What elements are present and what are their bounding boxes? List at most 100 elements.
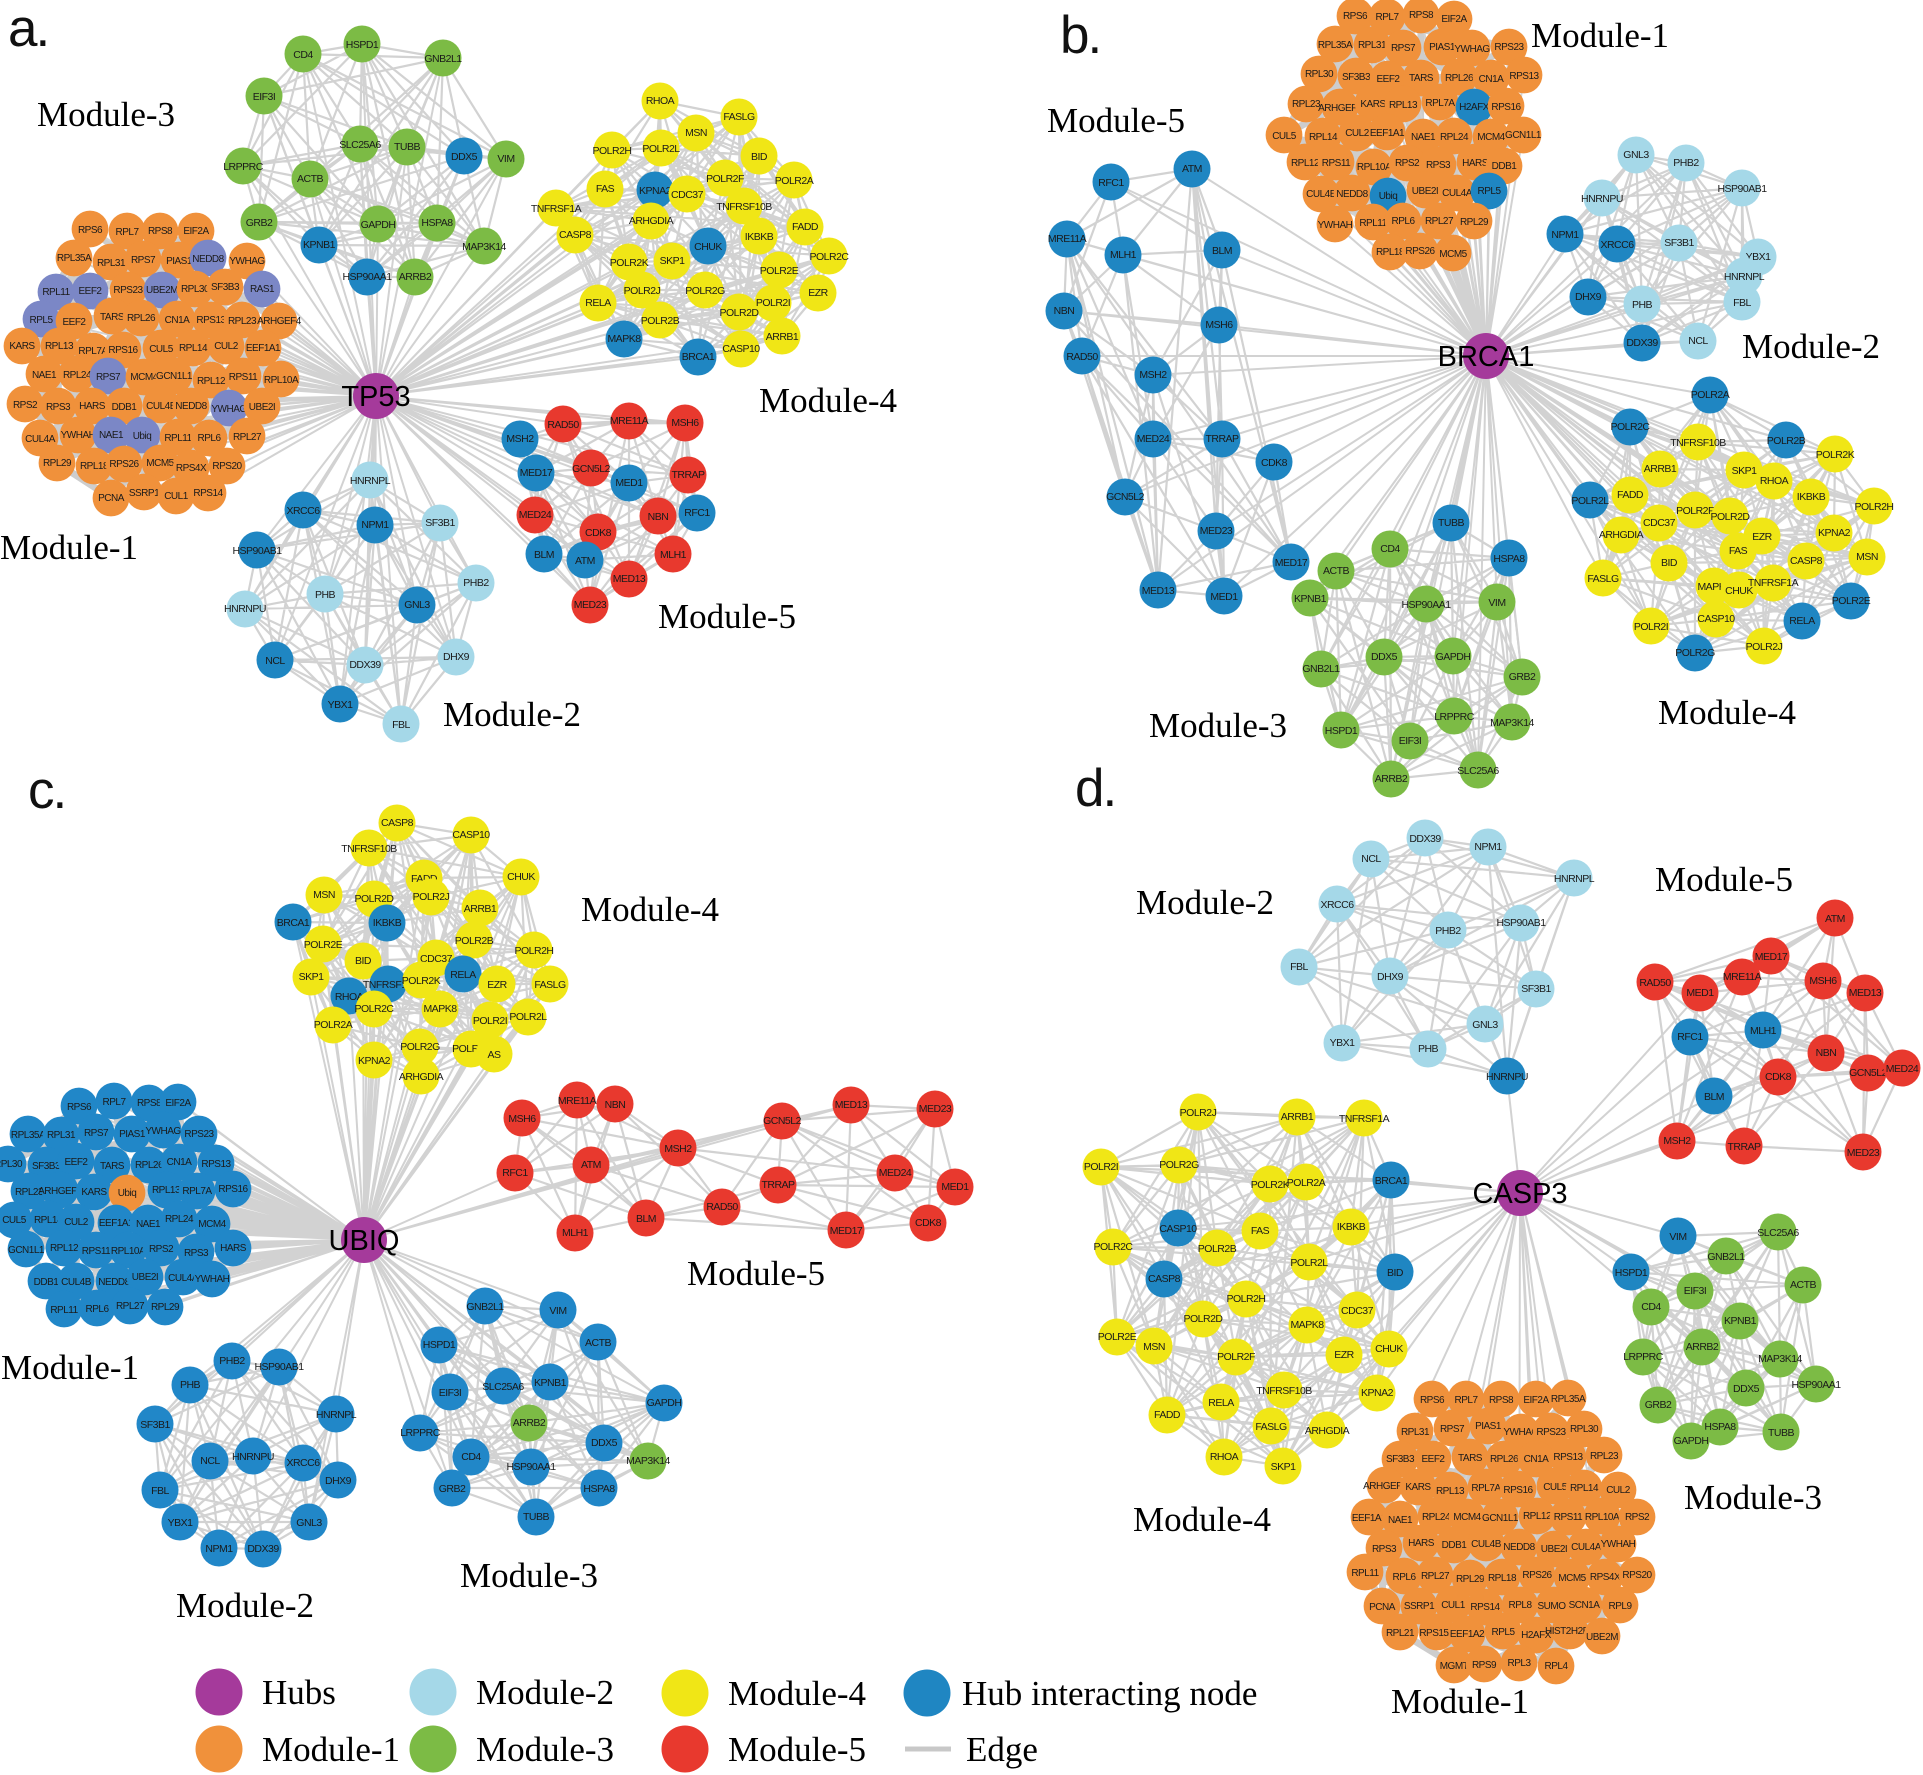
svg-text:SF3B3: SF3B3	[32, 1161, 61, 1172]
svg-text:RPL12: RPL12	[1291, 158, 1320, 169]
svg-text:CDC37: CDC37	[671, 189, 704, 201]
svg-text:CUL4B: CUL4B	[1471, 1539, 1502, 1550]
svg-text:POLR2L: POLR2L	[509, 1011, 547, 1023]
svg-text:RAD50: RAD50	[1066, 351, 1098, 363]
svg-text:MLH1: MLH1	[1750, 1025, 1777, 1037]
svg-text:CUL4A: CUL4A	[1442, 188, 1473, 199]
svg-text:PHB: PHB	[1418, 1043, 1439, 1055]
svg-text:CDC37: CDC37	[420, 953, 453, 965]
svg-text:FAS: FAS	[1251, 1225, 1270, 1237]
svg-text:SSRP1: SSRP1	[1404, 1601, 1435, 1612]
svg-text:RAS1: RAS1	[250, 284, 275, 295]
svg-text:POLR2J: POLR2J	[624, 285, 661, 297]
svg-text:KARS: KARS	[81, 1187, 107, 1198]
svg-text:ATM: ATM	[575, 555, 595, 567]
svg-text:UBE2M: UBE2M	[1586, 1632, 1618, 1643]
svg-text:POLR2L: POLR2L	[1290, 1257, 1328, 1269]
svg-text:d.: d.	[1075, 759, 1115, 818]
svg-text:XRCC6: XRCC6	[1600, 239, 1634, 251]
svg-text:POLR2G: POLR2G	[1675, 647, 1715, 659]
svg-text:RPS8: RPS8	[148, 226, 173, 237]
svg-text:CUL1: CUL1	[164, 491, 189, 502]
svg-text:RPS11: RPS11	[82, 1246, 111, 1257]
svg-text:RPL7: RPL7	[1375, 12, 1399, 23]
svg-text:SKP1: SKP1	[660, 255, 686, 267]
svg-text:GNL3: GNL3	[404, 599, 430, 611]
svg-text:MED17: MED17	[1755, 951, 1788, 963]
svg-text:PHB2: PHB2	[463, 577, 489, 589]
svg-text:RPL23: RPL23	[1292, 99, 1321, 110]
svg-text:CUL5: CUL5	[1272, 131, 1297, 142]
svg-text:RPS20: RPS20	[1622, 1570, 1652, 1581]
svg-text:HNRNPL: HNRNPL	[1724, 271, 1765, 283]
svg-text:MRE11A: MRE11A	[558, 1095, 597, 1107]
svg-text:Module-3: Module-3	[1149, 706, 1287, 745]
svg-text:TARS: TARS	[100, 1161, 125, 1172]
svg-text:POLR2G: POLR2G	[685, 285, 725, 297]
svg-text:POLR2K: POLR2K	[1816, 449, 1855, 461]
svg-text:Module-4: Module-4	[759, 381, 897, 420]
svg-text:MSH2: MSH2	[506, 433, 534, 445]
svg-text:RPL7A: RPL7A	[1425, 98, 1455, 109]
svg-text:IKBKB: IKBKB	[1797, 491, 1826, 503]
svg-text:KPNA2: KPNA2	[1818, 527, 1851, 539]
svg-text:NBN: NBN	[1816, 1047, 1837, 1059]
svg-text:POLR2F: POLR2F	[1217, 1351, 1255, 1363]
svg-text:TRRAP: TRRAP	[671, 469, 705, 481]
svg-text:Module-3: Module-3	[37, 95, 175, 134]
svg-text:ACTB: ACTB	[297, 173, 324, 185]
svg-text:NPM1: NPM1	[205, 1543, 233, 1555]
svg-text:a.: a.	[8, 0, 48, 58]
svg-text:HSP90AA1: HSP90AA1	[506, 1461, 556, 1473]
svg-text:DDB1: DDB1	[1492, 161, 1518, 172]
svg-text:HSP90AB1: HSP90AB1	[1717, 183, 1767, 195]
svg-text:DDX39: DDX39	[1626, 337, 1658, 349]
svg-text:MAP3K14: MAP3K14	[1490, 717, 1534, 729]
svg-text:POLR2I: POLR2I	[756, 297, 790, 309]
svg-text:LRPPRC: LRPPRC	[1623, 1351, 1664, 1363]
svg-text:MAP3K14: MAP3K14	[626, 1455, 670, 1467]
svg-text:SF3B3: SF3B3	[211, 282, 240, 293]
svg-text:RPS13: RPS13	[1553, 1452, 1583, 1463]
svg-text:MLH1: MLH1	[660, 549, 687, 561]
svg-text:RPL7A: RPL7A	[182, 1186, 212, 1197]
svg-text:HNRNPL: HNRNPL	[1554, 873, 1595, 885]
svg-text:RPL6: RPL6	[1392, 1572, 1416, 1583]
svg-text:NCL: NCL	[200, 1455, 220, 1467]
svg-text:PHB2: PHB2	[1435, 925, 1461, 937]
svg-text:RPL11: RPL11	[1359, 218, 1387, 229]
svg-text:POLR2K: POLR2K	[610, 257, 649, 269]
svg-text:MSH6: MSH6	[508, 1113, 536, 1125]
svg-text:PHB: PHB	[180, 1379, 201, 1391]
svg-text:FADD: FADD	[1617, 489, 1644, 501]
svg-text:EIF2A: EIF2A	[183, 226, 209, 237]
svg-text:YWHAH: YWHAH	[1601, 1539, 1636, 1550]
svg-text:Module-1: Module-1	[1531, 16, 1669, 55]
svg-text:RPL5: RPL5	[1477, 186, 1501, 197]
svg-text:RPL24: RPL24	[1440, 132, 1469, 143]
svg-text:Module-5: Module-5	[728, 1730, 866, 1769]
svg-text:RPL30: RPL30	[1305, 69, 1334, 80]
svg-text:PHB: PHB	[1632, 299, 1653, 311]
svg-text:ARHGEF4: ARHGEF4	[1318, 103, 1363, 114]
svg-text:KPNB1: KPNB1	[303, 239, 336, 251]
svg-text:POLR2G: POLR2G	[400, 1041, 440, 1053]
svg-text:RHOA: RHOA	[335, 991, 364, 1003]
svg-text:EEF1A1: EEF1A1	[246, 343, 281, 354]
svg-text:Module-2: Module-2	[176, 1586, 314, 1625]
svg-text:EZR: EZR	[1334, 1349, 1354, 1361]
svg-text:MCM4: MCM4	[1477, 132, 1505, 143]
svg-text:RPL29: RPL29	[1460, 217, 1489, 228]
svg-text:POLR2H: POLR2H	[1854, 501, 1893, 513]
svg-text:CASP8: CASP8	[559, 229, 592, 241]
svg-text:POLR2B: POLR2B	[1198, 1243, 1237, 1255]
svg-text:GCN5L2: GCN5L2	[1849, 1067, 1888, 1079]
svg-text:HNRNPL: HNRNPL	[316, 1409, 357, 1421]
svg-text:DDB1: DDB1	[34, 1277, 60, 1288]
svg-text:POLR2D: POLR2D	[719, 307, 759, 319]
svg-text:PIAS1: PIAS1	[1429, 42, 1456, 53]
svg-text:RPS23: RPS23	[1494, 42, 1524, 53]
svg-text:GNB2L1: GNB2L1	[1302, 663, 1340, 675]
svg-text:POLR2K: POLR2K	[402, 975, 441, 987]
svg-text:EIF3I: EIF3I	[253, 91, 276, 103]
